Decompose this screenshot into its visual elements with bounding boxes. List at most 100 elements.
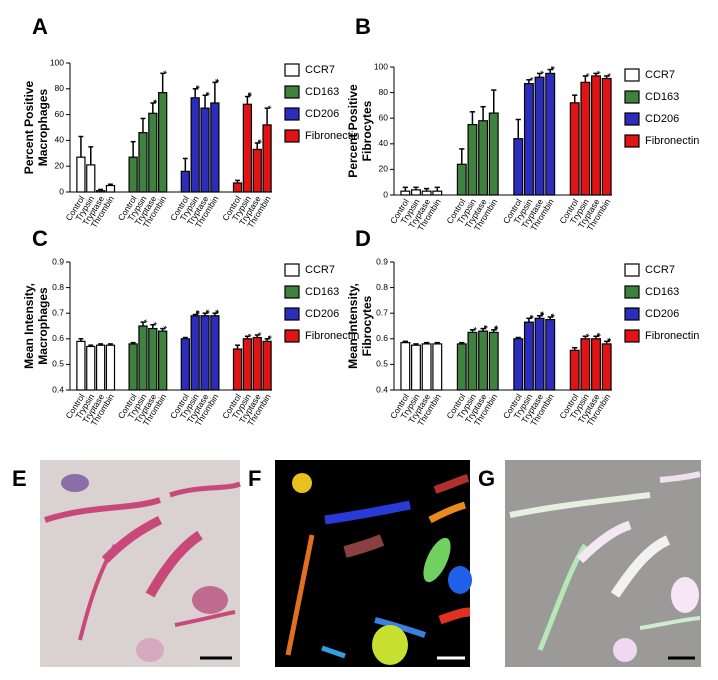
y-tick-label: 0 <box>59 186 64 196</box>
bar <box>580 81 591 196</box>
image-g <box>505 460 701 667</box>
y-axis-label: Percent Positive <box>346 84 360 178</box>
bar <box>76 340 86 391</box>
legend-swatch <box>284 285 300 299</box>
bar <box>200 315 210 391</box>
image-e <box>40 460 241 667</box>
bar <box>467 331 478 391</box>
panel-label: A <box>32 14 48 39</box>
bar <box>138 132 148 193</box>
bar <box>232 348 243 391</box>
bar <box>569 349 580 391</box>
y-tick-label: 0.7 <box>376 307 388 317</box>
bar <box>400 190 411 196</box>
bar <box>513 138 524 196</box>
bar <box>478 120 489 196</box>
y-tick-label: 20 <box>55 160 65 170</box>
bar <box>128 156 138 193</box>
bar <box>513 338 524 391</box>
bar <box>488 112 499 196</box>
y-tick-label: 80 <box>55 83 65 93</box>
y-tick-label: 0.4 <box>52 384 64 394</box>
bar <box>95 344 106 391</box>
bar <box>95 190 106 193</box>
bar <box>190 315 200 391</box>
bar <box>591 338 601 391</box>
bar <box>200 107 210 193</box>
y-axis-label: Fibrocytes <box>360 100 374 161</box>
bar <box>478 330 489 391</box>
bar <box>252 148 262 193</box>
legend-label: Fibronectin <box>645 330 699 342</box>
y-tick-label: 0 <box>383 189 388 199</box>
bar <box>432 343 443 391</box>
legend-label: Fibronectin <box>305 130 359 142</box>
bar <box>601 343 612 391</box>
y-tick-label: 80 <box>379 87 389 97</box>
y-tick-label: 0.6 <box>376 333 388 343</box>
bar <box>180 170 190 193</box>
panel-label: F <box>248 466 261 491</box>
legend-swatch <box>284 85 300 99</box>
legend-swatch <box>284 307 300 321</box>
y-tick-label: 0.5 <box>52 359 64 369</box>
y-axis-label: Macrophages <box>36 287 50 365</box>
bar <box>467 123 478 196</box>
bar <box>210 315 220 391</box>
y-tick-label: 0.9 <box>376 256 388 266</box>
bar <box>138 325 148 391</box>
legend-label: CCR7 <box>305 264 335 276</box>
y-axis-label: Fibrocytes <box>360 295 374 356</box>
bar <box>545 72 556 196</box>
y-tick-label: 0.8 <box>376 282 388 292</box>
legend-label: CCR7 <box>645 264 675 276</box>
bar <box>158 330 168 391</box>
y-axis-label: Mean Intensity, <box>346 283 360 369</box>
y-tick-label: 0.9 <box>52 256 64 266</box>
y-tick-label: 40 <box>379 138 389 148</box>
legend-swatch <box>284 63 300 77</box>
y-tick-label: 0.6 <box>52 333 64 343</box>
legend-label: CD206 <box>305 108 339 120</box>
legend-swatch <box>284 263 300 277</box>
panel-label: D <box>355 226 371 251</box>
bar <box>252 336 262 391</box>
legend-label: CD206 <box>645 113 679 125</box>
bar <box>400 342 411 391</box>
legend-label: CD206 <box>645 308 679 320</box>
bar <box>534 76 545 196</box>
y-tick-label: 100 <box>50 57 64 67</box>
legend-label: CD163 <box>305 286 339 298</box>
bar <box>86 345 96 391</box>
y-axis-label: Macrophages <box>36 88 50 166</box>
bar <box>591 75 601 196</box>
bar <box>242 338 253 391</box>
legend-label: CCR7 <box>305 64 335 76</box>
bar <box>456 163 467 196</box>
image-f <box>275 460 472 667</box>
bar <box>128 343 138 391</box>
y-tick-label: 0.4 <box>376 384 388 394</box>
panel-label: E <box>12 466 27 491</box>
bar <box>86 164 96 193</box>
bar <box>262 124 272 193</box>
legend-swatch <box>624 90 640 104</box>
legend-swatch <box>624 307 640 321</box>
bar <box>534 317 545 391</box>
y-tick-label: 60 <box>55 109 65 119</box>
y-tick-label: 40 <box>55 135 65 145</box>
legend-swatch <box>624 134 640 148</box>
legend-swatch <box>284 129 300 143</box>
bar <box>488 331 499 391</box>
bar <box>411 344 421 391</box>
bar <box>411 189 421 196</box>
bar <box>262 340 272 391</box>
panel-label: B <box>355 14 371 39</box>
bar <box>190 97 200 193</box>
legend-swatch <box>624 263 640 277</box>
legend-label: CCR7 <box>645 69 675 81</box>
y-tick-label: 20 <box>379 164 389 174</box>
bar <box>421 343 432 391</box>
bar <box>523 83 534 196</box>
